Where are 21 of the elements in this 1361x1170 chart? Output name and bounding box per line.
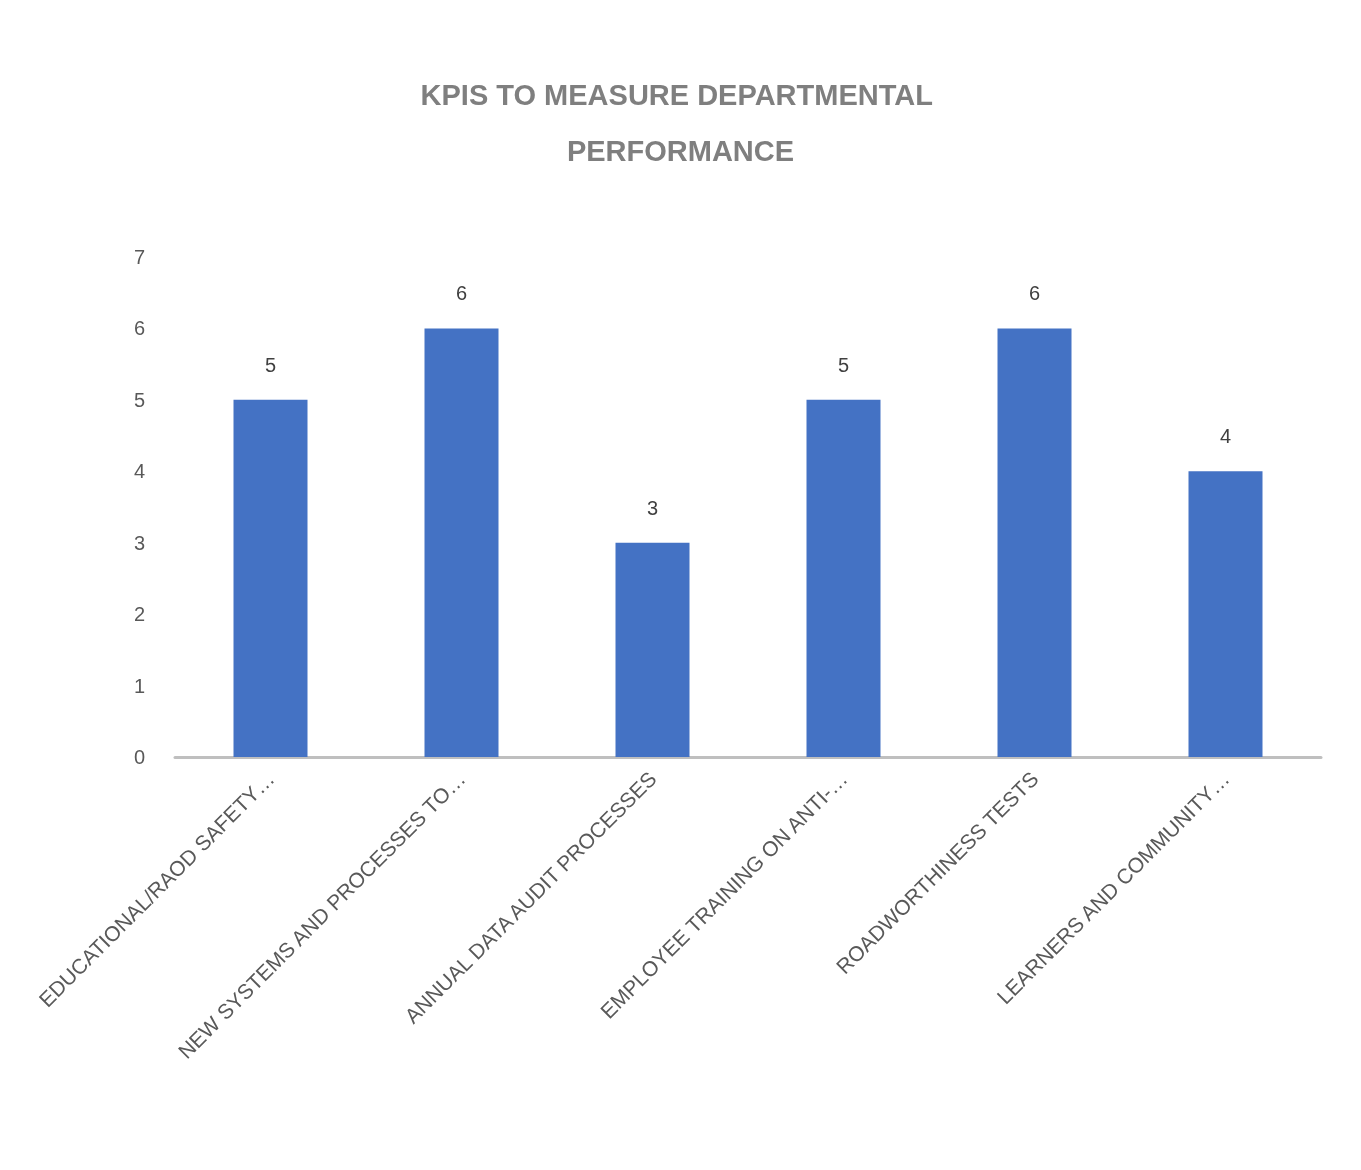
y-tick-label: 5 <box>133 388 145 411</box>
bar <box>424 328 499 757</box>
y-tick-label: 7 <box>133 246 145 268</box>
bar <box>1188 471 1263 757</box>
y-tick-label: 1 <box>133 674 145 697</box>
data-label: 4 <box>1219 425 1232 448</box>
data-label: 5 <box>264 353 277 376</box>
data-label: 5 <box>837 353 850 376</box>
y-tick-label: 6 <box>133 317 145 340</box>
chart-title: KPIS TO MEASURE DEPARTMENTAL PERFORMANCE <box>420 79 941 167</box>
data-label: 3 <box>646 496 659 519</box>
bar <box>997 328 1072 757</box>
data-label: 6 <box>1028 282 1041 305</box>
bar <box>233 399 308 757</box>
y-tick-label: 4 <box>133 460 145 483</box>
y-tick-label: 2 <box>133 603 145 626</box>
y-tick-label: 0 <box>133 746 145 768</box>
data-label: 6 <box>455 282 468 305</box>
bar <box>615 542 690 757</box>
y-tick-label: 3 <box>133 531 145 554</box>
bar <box>806 399 881 757</box>
